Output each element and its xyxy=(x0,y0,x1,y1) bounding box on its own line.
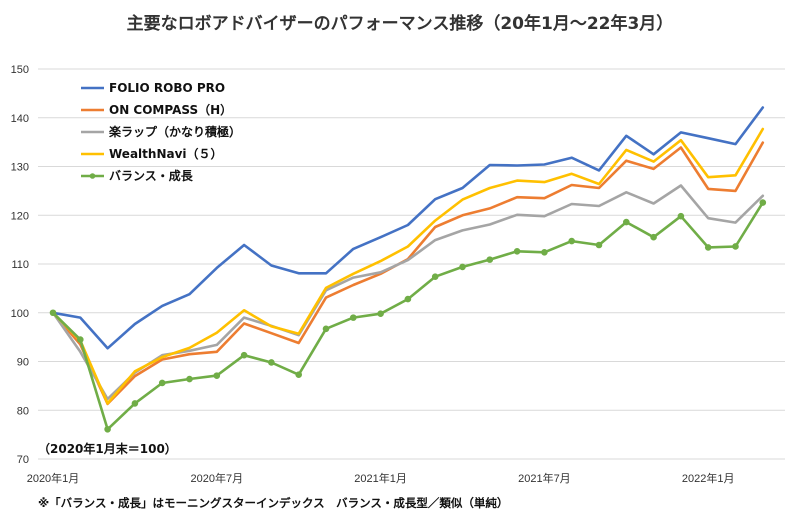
legend-item: 楽ラップ（かなり積極） xyxy=(81,124,241,139)
x-tick-label: 2020年1月 xyxy=(27,471,80,485)
legend-item: FOLIO ROBO PRO xyxy=(81,81,225,95)
y-tick-label: 100 xyxy=(11,308,29,320)
data-point xyxy=(677,212,685,220)
data-point xyxy=(732,243,739,250)
y-tick-label: 70 xyxy=(17,454,29,466)
data-point xyxy=(158,379,166,387)
y-axis-ticks: 70 80 90 100 110 120 130 140 150 xyxy=(11,64,29,466)
series-2 xyxy=(51,184,765,401)
legend-item: ON COMPASS（H） xyxy=(81,102,232,117)
legend-label: FOLIO ROBO PRO xyxy=(109,81,225,95)
data-point xyxy=(322,325,330,333)
y-tick-label: 80 xyxy=(17,405,29,417)
x-tick-label: 2020年7月 xyxy=(191,471,244,485)
data-point xyxy=(77,336,84,343)
data-point xyxy=(459,263,466,271)
data-point xyxy=(623,218,630,226)
x-axis-ticks: 2020年1月 2020年7月 2021年1月 2021年7月 2022年1月 xyxy=(27,471,735,485)
legend-item: WealthNavi（５） xyxy=(81,146,223,161)
x-tick-label: 2021年7月 xyxy=(518,471,571,485)
data-point xyxy=(431,273,439,280)
y-tick-label: 90 xyxy=(17,357,29,369)
data-point xyxy=(595,241,603,249)
data-point xyxy=(213,372,221,379)
data-point xyxy=(541,249,548,256)
legend-marker xyxy=(89,173,96,179)
y-tick-label: 150 xyxy=(11,64,29,76)
x-tick-label: 2022年1月 xyxy=(682,471,735,485)
data-point xyxy=(240,351,248,359)
legend: FOLIO ROBO PRO ON COMPASS（H） 楽ラップ（かなり積極） We… xyxy=(81,81,241,183)
legend-label: 楽ラップ（かなり積極） xyxy=(109,124,241,139)
series-0 xyxy=(51,106,765,350)
data-point xyxy=(704,244,712,251)
base-note: （2020年1月末＝100） xyxy=(38,441,177,456)
data-point xyxy=(268,359,275,366)
legend-label: ON COMPASS（H） xyxy=(109,102,232,117)
legend-label: WealthNavi（５） xyxy=(109,146,223,161)
series-line xyxy=(51,106,765,350)
series-4 xyxy=(49,199,767,433)
footnote: ※「バランス・成長」はモーニングスターインデックス バランス・成長型／類似（単純… xyxy=(38,496,508,510)
data-point xyxy=(350,314,357,321)
data-point xyxy=(759,199,767,206)
y-tick-label: 140 xyxy=(11,113,29,125)
chart-title: 主要なロボアドバイザーのパフォーマンス推移（20年1月～22年3月） xyxy=(127,13,674,34)
legend-item: バランス・成長 xyxy=(81,168,194,183)
data-point xyxy=(49,309,57,317)
data-point xyxy=(404,295,412,303)
data-point xyxy=(650,233,657,241)
y-tick-label: 120 xyxy=(11,210,29,222)
series-line xyxy=(51,127,765,405)
data-point xyxy=(104,425,111,433)
data-point xyxy=(513,248,521,255)
series-3 xyxy=(51,127,765,405)
series-layer xyxy=(49,106,767,433)
data-point xyxy=(131,400,139,407)
legend-label: バランス・成長 xyxy=(109,168,194,183)
data-point xyxy=(568,237,576,245)
x-tick-label: 2021年1月 xyxy=(354,471,407,485)
y-tick-label: 110 xyxy=(11,259,29,271)
data-point xyxy=(186,375,193,383)
series-line xyxy=(51,184,765,401)
data-point xyxy=(295,371,303,378)
gridlines xyxy=(38,68,785,460)
data-point xyxy=(377,310,384,318)
y-tick-label: 130 xyxy=(11,162,29,174)
data-point xyxy=(486,256,494,263)
